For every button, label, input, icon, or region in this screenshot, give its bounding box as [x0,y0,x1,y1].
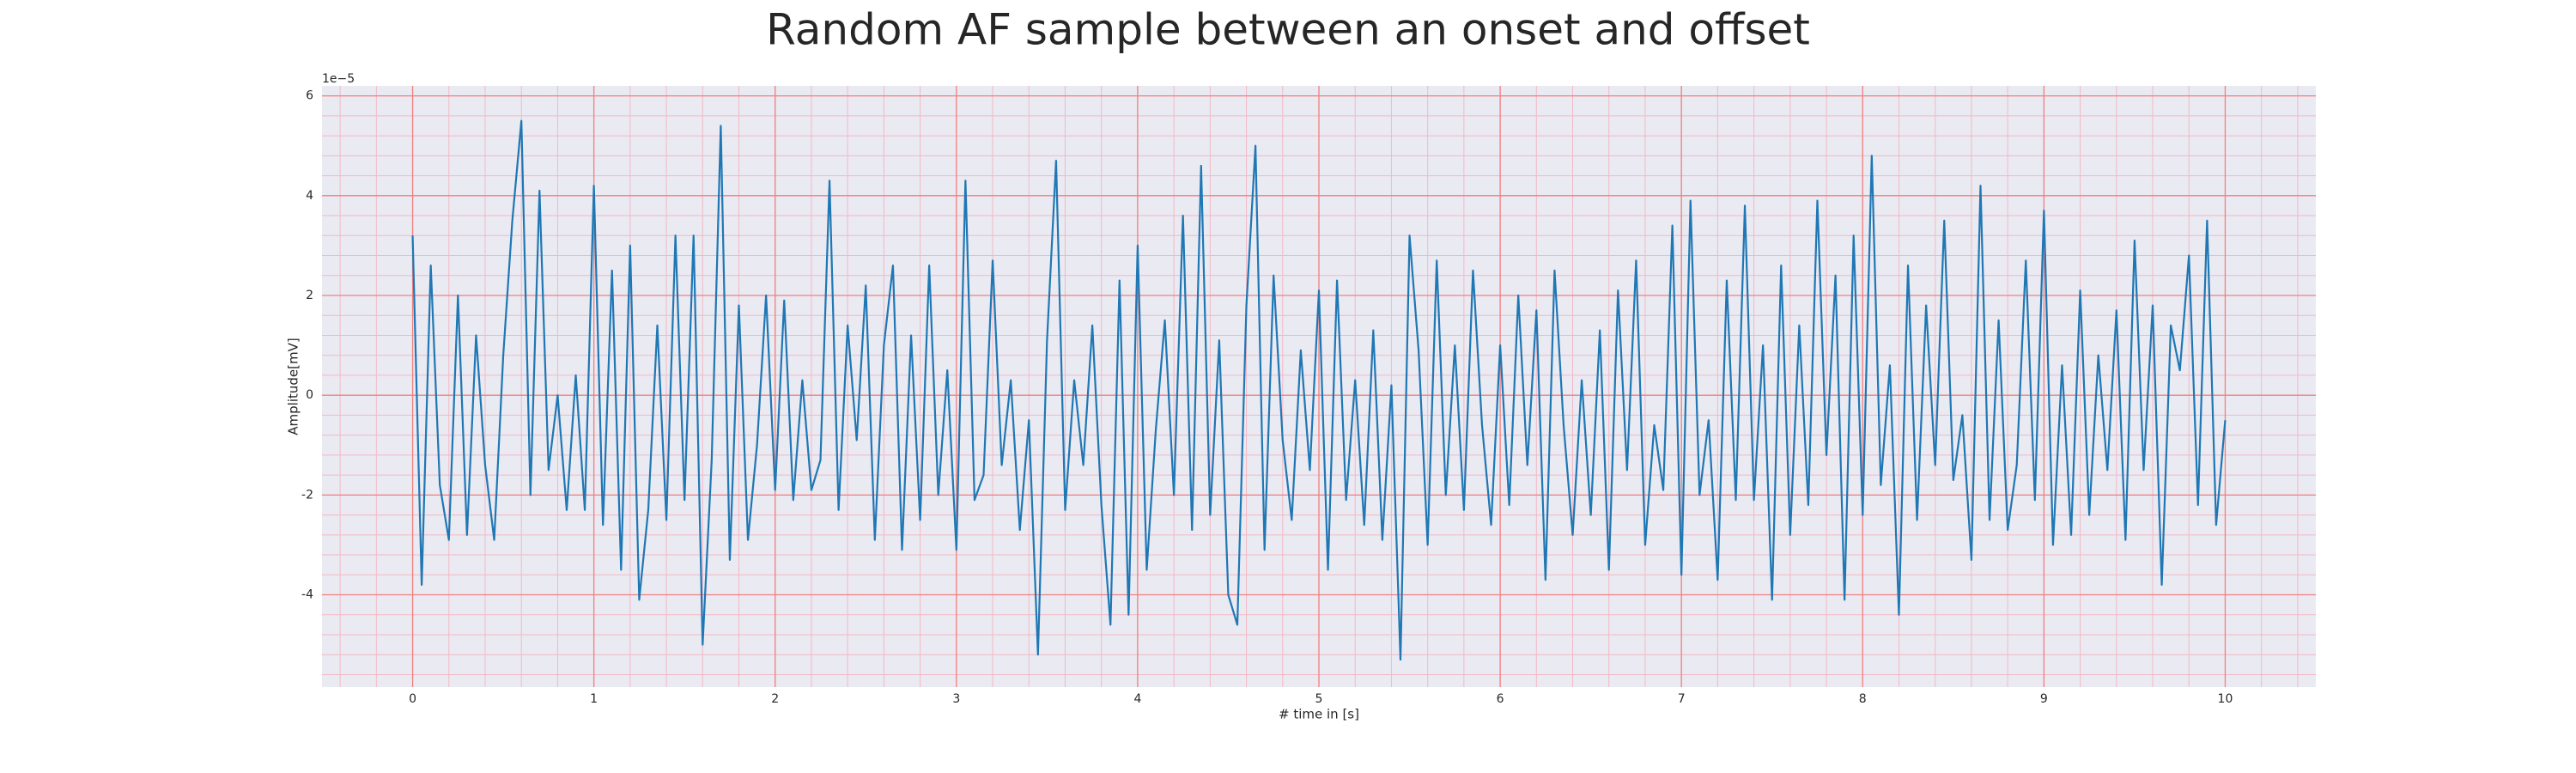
y-offset-text: 1e−5 [322,72,355,86]
x-axis-label: # time in [s] [1279,707,1359,722]
x-tick-label: 6 [1497,692,1504,706]
x-tick-label: 10 [2218,692,2233,706]
x-tick-label: 7 [1678,692,1686,706]
x-tick-label: 9 [2040,692,2048,706]
data-line [411,119,2227,661]
y-tick-label: 0 [306,388,313,402]
x-tick-label: 0 [409,692,416,706]
grid [322,86,2316,687]
y-tick-label: -4 [301,588,313,602]
x-tick-label: 4 [1133,692,1141,706]
y-tick-label: 6 [306,89,313,103]
y-tick-label: -2 [301,488,313,502]
y-tick-label: 4 [306,189,313,203]
y-axis-label: Amplitude[mV] [286,338,301,435]
x-tick-label: 2 [771,692,779,706]
y-tick-label: 2 [306,289,313,302]
x-tick-label: 5 [1315,692,1323,706]
x-tick-label: 1 [590,692,598,706]
marks [411,119,2227,661]
x-tick-label: 8 [1859,692,1867,706]
x-tick-label: 3 [952,692,960,706]
chart-title: Random AF sample between an onset and of… [766,5,1810,55]
